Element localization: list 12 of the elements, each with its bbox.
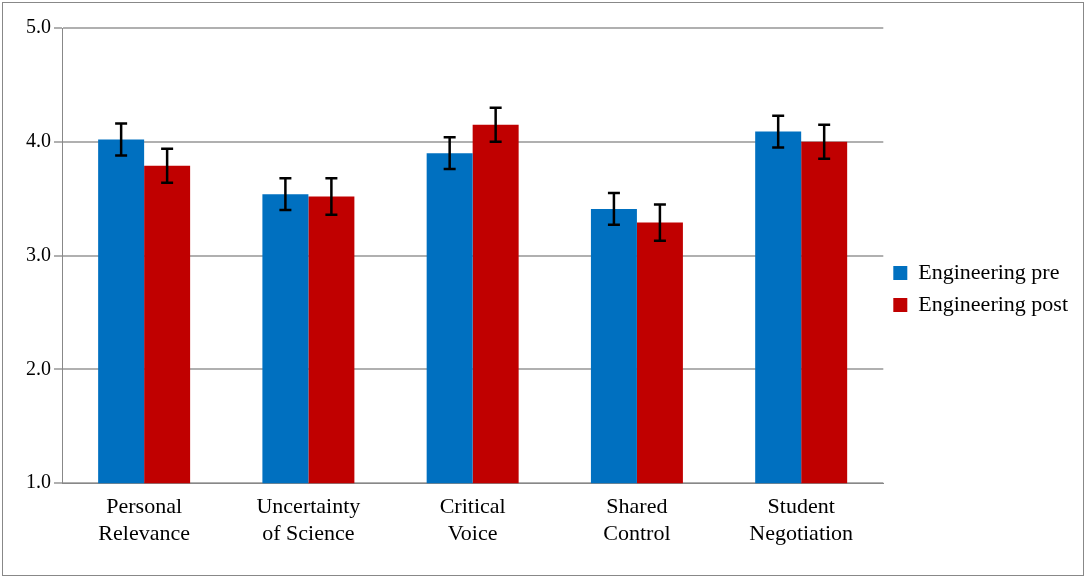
legend-label: Engineering pre	[918, 258, 1060, 284]
y-tick-label: 3.0	[26, 242, 51, 265]
y-tick-label: 1.0	[26, 470, 51, 493]
y-tick-label: 4.0	[26, 129, 51, 152]
y-tick-label: 5.0	[26, 15, 51, 38]
x-tick-label: Critical Voice	[439, 493, 506, 545]
legend-label: Engineering post	[918, 290, 1069, 316]
x-tick-label: Shared Control	[603, 493, 671, 545]
y-tick-label: 2.0	[26, 356, 51, 379]
x-tick-label: Student Negotiation	[749, 493, 854, 545]
x-tick-label: Personal Relevance	[98, 493, 190, 545]
x-tick-label: Uncertainty of Science	[256, 493, 361, 545]
